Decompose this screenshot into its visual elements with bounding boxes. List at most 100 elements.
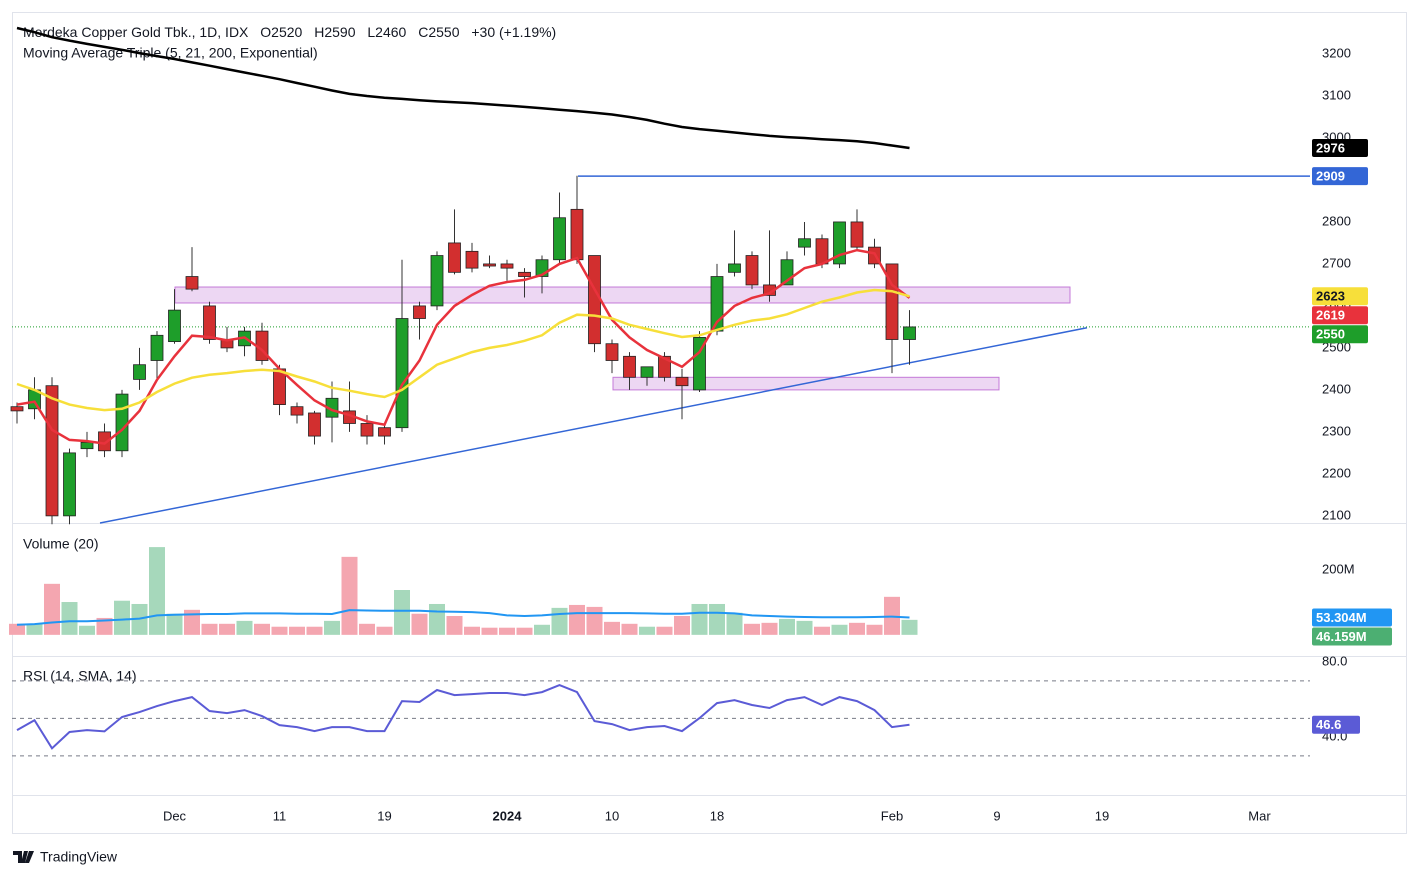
volume-bar — [446, 616, 463, 635]
x-tick-label: 11 — [273, 808, 287, 823]
ohlc-high: H2590 — [314, 24, 355, 40]
price-badge-label: 2550 — [1316, 327, 1345, 342]
volume-bar — [744, 623, 760, 635]
candle-body — [448, 242, 461, 273]
y-tick-label: 2300 — [1322, 423, 1351, 438]
candle-body — [465, 250, 479, 269]
candle-body — [693, 337, 706, 391]
candle-body — [623, 355, 636, 378]
volume-bar — [184, 609, 200, 635]
candle-body — [360, 423, 374, 437]
candle-body — [728, 263, 741, 273]
volume-bar — [61, 602, 78, 635]
volume-bar — [219, 623, 235, 635]
volume-bar — [866, 624, 883, 635]
y-tick-label: 2100 — [1322, 507, 1351, 522]
candle-body — [903, 326, 916, 340]
x-tick-label: 10 — [605, 808, 619, 823]
brand-name: TradingView — [40, 849, 118, 865]
candle-body — [745, 255, 759, 286]
volume-bar — [254, 623, 270, 635]
candle-body — [640, 366, 654, 378]
volume-bar — [236, 620, 253, 635]
volume-bar — [569, 604, 585, 635]
y-tick-label: 3200 — [1322, 45, 1351, 60]
y-tick-label: 2400 — [1322, 381, 1351, 396]
x-tick-label: Mar — [1248, 808, 1271, 823]
y-tick-label: 200M — [1322, 561, 1355, 576]
volume-bar — [324, 620, 340, 635]
y-tick-label: 80.0 — [1322, 654, 1347, 669]
volume-bar — [639, 626, 655, 635]
volume-bar — [166, 613, 183, 635]
candle-body — [885, 263, 899, 340]
volume-bar — [341, 556, 358, 635]
price-change: +30 (+1.19%) — [471, 24, 556, 40]
volume-bar — [534, 624, 550, 635]
price-badge-label: 2623 — [1316, 289, 1345, 304]
price-badge — [1312, 325, 1368, 344]
frame — [12, 12, 1407, 834]
volume-bar — [96, 617, 113, 635]
price-badge — [1312, 139, 1368, 158]
x-tick-label: Dec — [163, 808, 187, 823]
candle-body — [430, 255, 444, 307]
y-tick-label: 2700 — [1322, 255, 1351, 270]
volume-bar — [796, 620, 813, 635]
candle-body — [80, 441, 94, 450]
price-badge-label: 46.6 — [1316, 717, 1341, 732]
moving-average — [16, 288, 910, 412]
candle-body — [483, 263, 496, 267]
volume-bar — [656, 626, 673, 635]
candle-body — [500, 263, 514, 269]
rsi-title: RSI (14, SMA, 14) — [23, 668, 137, 684]
y-tick-label: 2800 — [1322, 213, 1351, 228]
volume-bar — [114, 600, 130, 635]
volume-bar — [849, 622, 865, 635]
price-badge — [1312, 287, 1368, 306]
candle-body — [63, 452, 76, 517]
rsi-line — [16, 684, 910, 750]
volume-bar — [79, 625, 95, 635]
volume-bar — [481, 627, 498, 635]
price-badge — [1312, 608, 1392, 627]
volume-bar — [44, 583, 60, 635]
ohlc-close: C2550 — [418, 24, 459, 40]
volume-bar — [604, 621, 620, 635]
candle-body — [133, 364, 146, 380]
volume-bar — [779, 618, 795, 635]
candle-body — [588, 255, 601, 345]
candle-body — [850, 221, 864, 248]
price-badge — [1312, 627, 1392, 646]
price-badge-label: 2619 — [1316, 308, 1345, 323]
candle-body — [675, 376, 689, 387]
candle-body — [570, 208, 584, 261]
candle-body — [168, 309, 181, 343]
candle-body — [150, 334, 164, 361]
volume-bar — [761, 622, 778, 635]
candle-body — [658, 355, 671, 378]
volume-bar — [376, 626, 393, 635]
x-tick-label: 2024 — [493, 808, 523, 823]
candle-body — [798, 238, 811, 248]
ohlc-open: O2520 — [260, 24, 302, 40]
volume-bar — [726, 612, 743, 635]
volume-title: Volume (20) — [23, 536, 98, 552]
volume-bar — [674, 616, 690, 635]
candle-body — [413, 305, 426, 319]
price-badge-label: 46.159M — [1316, 629, 1367, 644]
volume-bar — [271, 626, 288, 635]
moving-average — [16, 26, 910, 150]
zone — [174, 286, 1071, 304]
candle-body — [378, 427, 391, 437]
y-tick-label: 3100 — [1322, 87, 1351, 102]
volume-bar — [411, 613, 428, 635]
chart-header: Merdeka Copper Gold Tbk., 1D, IDX O2520 … — [23, 24, 556, 40]
volume-bar — [709, 603, 725, 635]
volume-bar — [901, 619, 918, 635]
volume-bar — [516, 627, 533, 635]
volume-bar — [201, 623, 218, 635]
volume-bar — [149, 547, 165, 635]
volume-bar — [289, 626, 305, 635]
ohlc-low: L2460 — [367, 24, 406, 40]
